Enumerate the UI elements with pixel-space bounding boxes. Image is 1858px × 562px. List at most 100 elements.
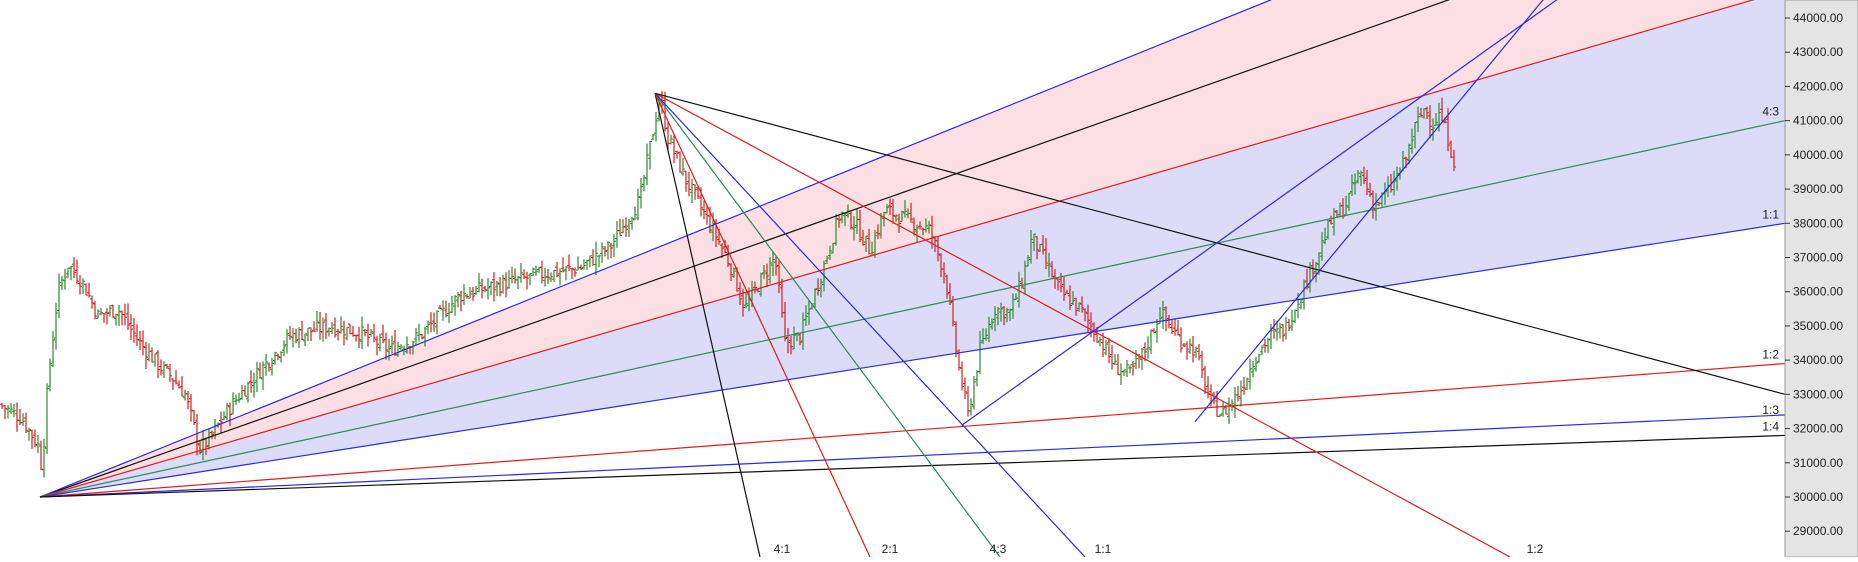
price-bar — [633, 206, 637, 221]
price-bar — [144, 341, 148, 369]
price-bar — [573, 267, 577, 277]
price-bar — [309, 327, 313, 342]
price-bar — [951, 295, 955, 327]
price-axis-background — [1784, 0, 1858, 558]
price-bar — [771, 251, 775, 277]
y-tick-label: 31000.00 — [1793, 456, 1843, 470]
price-bar — [339, 316, 343, 334]
price-bar — [321, 317, 325, 342]
price-bar — [612, 234, 616, 257]
price-bar — [837, 215, 841, 228]
price-bar — [9, 403, 13, 414]
price-bar — [963, 377, 967, 399]
price-bar — [537, 266, 541, 274]
price-bars-layer — [0, 91, 1456, 478]
price-bar — [678, 151, 682, 173]
price-bar — [273, 351, 277, 365]
price-bar — [894, 214, 898, 222]
price-bar — [534, 265, 538, 276]
y-tick-label: 38000.00 — [1793, 216, 1843, 230]
price-bar — [585, 259, 589, 270]
price-bar — [1428, 105, 1432, 139]
price-bar — [1206, 376, 1210, 399]
price-bar — [1005, 307, 1009, 323]
price-bar — [972, 376, 976, 410]
price-bar — [975, 370, 979, 387]
price-bar — [582, 259, 586, 270]
y-tick-label: 35000.00 — [1793, 319, 1843, 333]
price-bar — [1452, 149, 1456, 172]
price-bar — [171, 378, 175, 391]
price-bar — [1065, 289, 1069, 295]
price-bar — [984, 328, 988, 341]
price-bar — [1185, 341, 1189, 360]
price-bar — [915, 224, 919, 242]
price-bar — [1425, 106, 1429, 120]
price-bar — [405, 336, 409, 354]
price-bar — [1314, 262, 1318, 283]
price-bar — [369, 329, 373, 337]
price-bar — [876, 224, 880, 239]
price-bar — [1233, 386, 1237, 418]
price-bar — [267, 362, 271, 372]
price-bar — [114, 313, 118, 326]
price-bar — [132, 318, 136, 343]
price-bar — [432, 312, 436, 332]
price-bar — [864, 235, 868, 253]
price-bar — [1272, 319, 1276, 339]
price-bar — [525, 271, 529, 290]
price-bar — [900, 210, 904, 222]
price-bar — [570, 267, 574, 280]
price-bar — [1218, 413, 1222, 417]
price-bar — [1365, 169, 1369, 196]
price-bar — [162, 361, 166, 379]
price-bar — [618, 218, 622, 236]
price-bar — [159, 359, 163, 376]
price-bar — [1062, 276, 1066, 301]
price-bar — [414, 327, 418, 345]
price-bar — [147, 343, 151, 362]
price-bar — [237, 392, 241, 403]
price-bar — [210, 430, 214, 440]
price-bar — [1086, 304, 1090, 332]
price-bar — [816, 278, 820, 296]
price-bar — [1419, 107, 1423, 118]
price-bar — [798, 333, 802, 346]
y-tick-label: 33000.00 — [1793, 387, 1843, 401]
price-bar — [978, 330, 982, 374]
price-bar — [885, 204, 889, 214]
price-bar — [507, 270, 511, 289]
price-bar — [357, 326, 361, 349]
price-bar — [399, 344, 403, 351]
price-bar — [669, 134, 673, 145]
price-bar — [165, 363, 169, 369]
price-bar — [312, 321, 316, 333]
price-bar — [912, 217, 916, 236]
y-tick-label: 34000.00 — [1793, 353, 1843, 367]
price-bar — [1116, 354, 1120, 376]
price-bar — [471, 286, 475, 301]
price-bar — [642, 174, 646, 192]
price-bar — [1320, 232, 1324, 261]
y-tick-label: 37000.00 — [1793, 251, 1843, 265]
price-bar — [858, 209, 862, 243]
price-bar — [264, 353, 268, 376]
fan1-ray-1-1 — [39, 222, 1786, 498]
price-bar — [39, 440, 43, 471]
price-bar — [3, 405, 7, 420]
price-bar — [228, 402, 232, 427]
price-bar — [1110, 345, 1114, 370]
price-bar — [1107, 338, 1111, 364]
price-bar — [282, 340, 286, 357]
price-bar — [1152, 328, 1156, 334]
price-bar — [1242, 376, 1246, 395]
price-bar — [639, 178, 643, 209]
price-bar — [108, 305, 112, 317]
price-bar — [1353, 173, 1357, 195]
price-bar — [615, 221, 619, 248]
fan1-ray-extra1 — [39, 0, 1273, 498]
price-bar — [1098, 336, 1102, 347]
price-bar — [1044, 238, 1048, 270]
price-bar — [105, 308, 109, 325]
price-bar — [93, 301, 97, 320]
